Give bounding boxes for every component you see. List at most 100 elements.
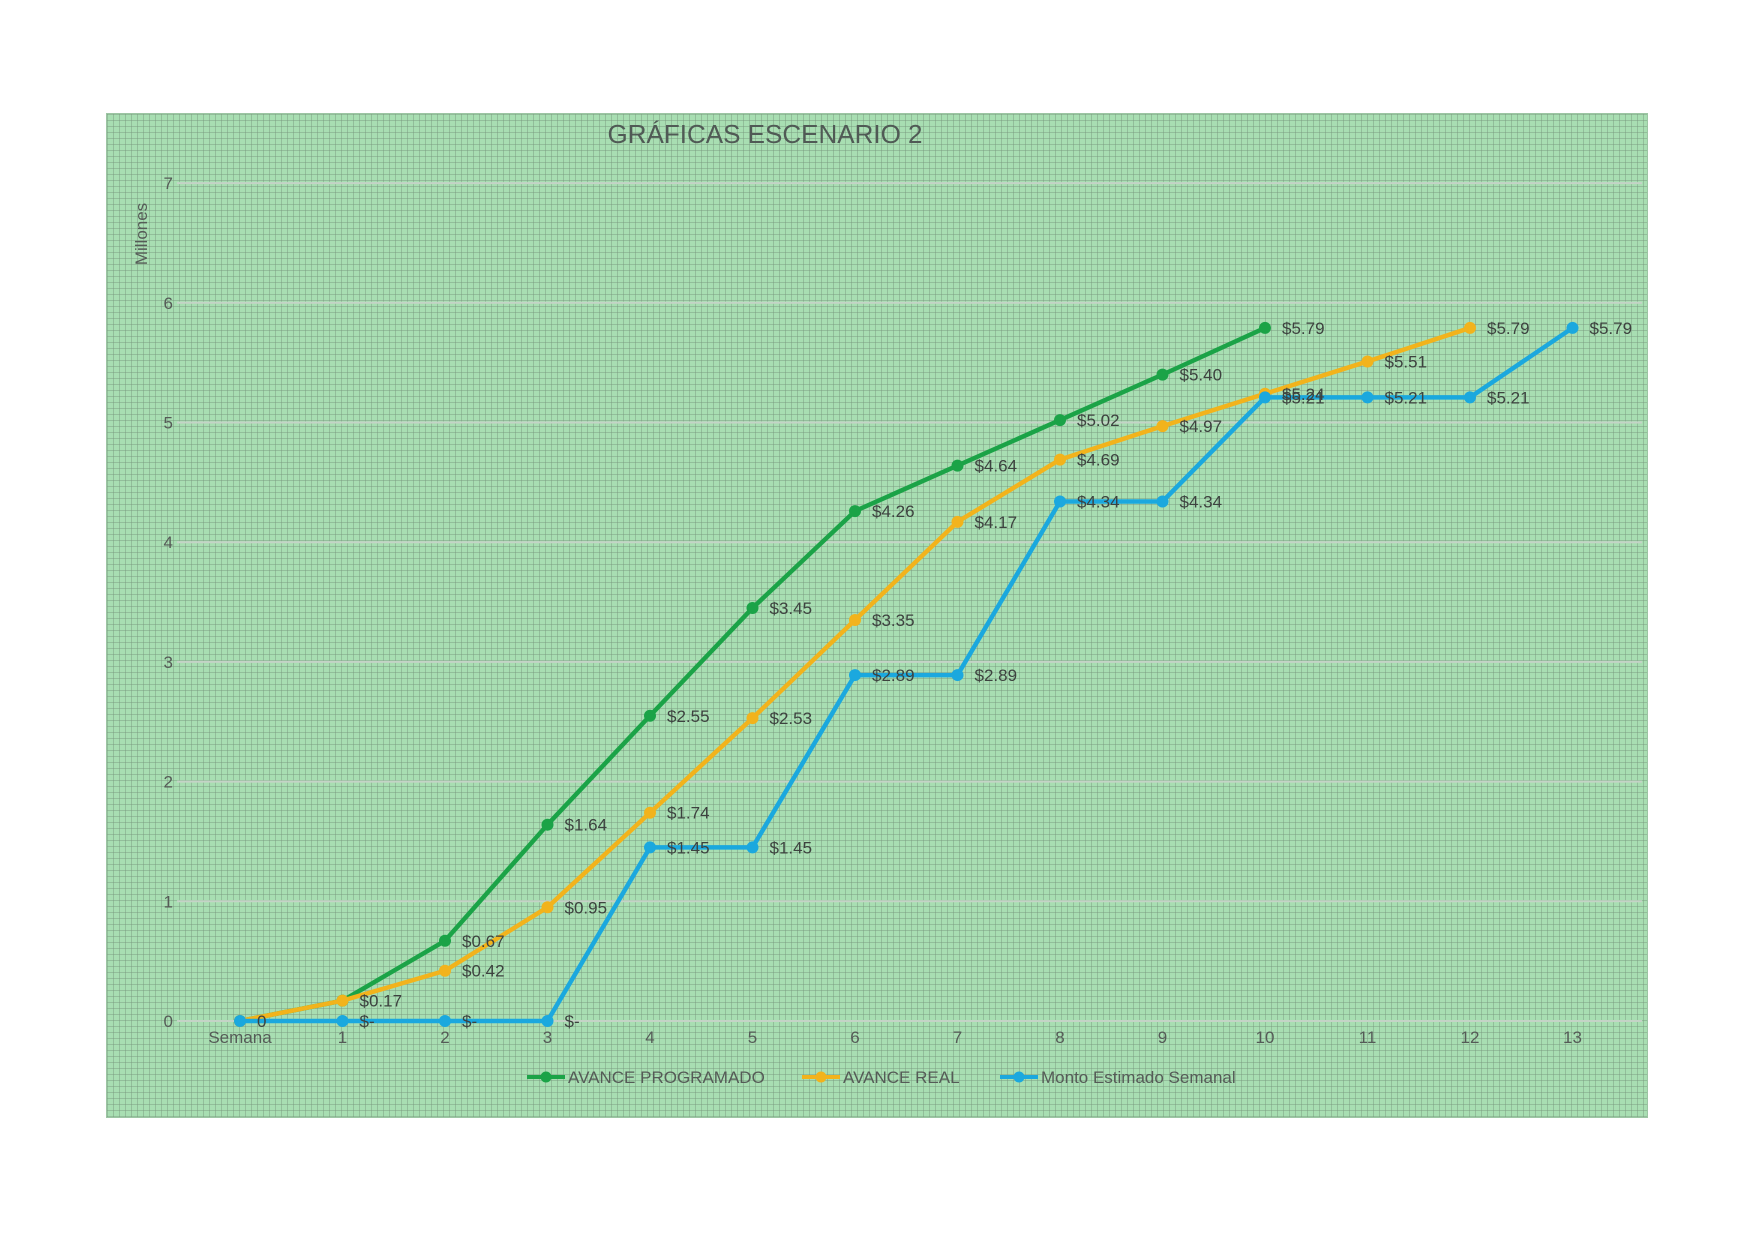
data-point bbox=[1054, 414, 1066, 427]
data-point bbox=[849, 614, 861, 627]
data-label: $5.21 bbox=[1385, 388, 1428, 407]
data-point bbox=[746, 841, 759, 854]
data-point bbox=[1156, 495, 1169, 508]
data-label: $2.89 bbox=[975, 666, 1018, 685]
data-label: $- bbox=[565, 1012, 580, 1031]
data-point bbox=[1156, 368, 1169, 381]
gridlines bbox=[177, 182, 1642, 1022]
x-tick-label: 3 bbox=[543, 1028, 552, 1047]
x-tick-label: 11 bbox=[1359, 1028, 1377, 1047]
data-label: $5.21 bbox=[1487, 388, 1530, 407]
data-label: 0 bbox=[257, 1012, 266, 1031]
chart-title: GRÁFICAS ESCENARIO 2 bbox=[608, 119, 923, 149]
series-line-2 bbox=[237, 325, 1575, 1024]
data-point bbox=[541, 818, 554, 831]
data-label: $- bbox=[360, 1012, 375, 1031]
data-label: $5.02 bbox=[1077, 411, 1120, 430]
legend-swatch-marker bbox=[540, 1071, 552, 1083]
data-label: $5.79 bbox=[1590, 319, 1633, 338]
series-layer bbox=[234, 321, 1579, 1027]
x-tick-label: 13 bbox=[1563, 1028, 1582, 1047]
data-point bbox=[541, 1015, 554, 1027]
y-tick-label: 6 bbox=[164, 294, 173, 313]
data-label: $0.42 bbox=[462, 962, 505, 981]
x-tick-label: 5 bbox=[748, 1028, 757, 1047]
data-label: $5.24 bbox=[1282, 385, 1325, 404]
x-tick-label: 1 bbox=[338, 1028, 347, 1047]
data-label: $- bbox=[462, 1012, 477, 1031]
data-point bbox=[439, 964, 451, 977]
data-point bbox=[336, 994, 349, 1007]
data-point bbox=[1156, 420, 1169, 433]
data-point bbox=[1464, 391, 1476, 404]
data-point bbox=[849, 505, 861, 518]
data-point bbox=[1361, 391, 1374, 404]
data-point bbox=[951, 669, 964, 682]
x-axis-ticks: Semana 1 2 3 4 5 6 7 8 9 10 11 12 13 bbox=[208, 1028, 1582, 1047]
legend-label: AVANCE REAL bbox=[843, 1068, 960, 1087]
x-tick-label: 9 bbox=[1158, 1028, 1167, 1047]
legend: AVANCE PROGRAMADO AVANCE REAL Monto Estima… bbox=[527, 1068, 1236, 1087]
data-point bbox=[439, 1015, 451, 1027]
legend-swatch-marker bbox=[815, 1071, 827, 1083]
data-label: $1.64 bbox=[565, 816, 608, 835]
data-label: $4.69 bbox=[1077, 451, 1120, 470]
data-point bbox=[1054, 453, 1066, 466]
data-point bbox=[336, 1015, 349, 1027]
data-label: $4.34 bbox=[1077, 493, 1120, 512]
data-label: $2.55 bbox=[667, 707, 710, 726]
data-label: $0.67 bbox=[462, 932, 505, 951]
x-tick-label: 4 bbox=[645, 1028, 654, 1047]
data-label: $5.40 bbox=[1180, 366, 1223, 385]
data-point bbox=[541, 901, 554, 914]
data-label: $2.89 bbox=[872, 666, 915, 685]
data-label: $5.21 bbox=[1282, 388, 1325, 407]
data-point bbox=[644, 709, 656, 722]
data-label: $4.17 bbox=[975, 513, 1018, 532]
data-point bbox=[1259, 391, 1271, 404]
data-point bbox=[1259, 321, 1271, 334]
data-label: $5.51 bbox=[1385, 352, 1428, 371]
data-point bbox=[1054, 495, 1066, 508]
data-label: $3.35 bbox=[872, 611, 915, 630]
data-point bbox=[644, 806, 656, 819]
legend-label: AVANCE PROGRAMADO bbox=[568, 1068, 765, 1087]
x-tick-label: 10 bbox=[1256, 1028, 1275, 1047]
data-point bbox=[849, 669, 861, 682]
x-tick-label: 2 bbox=[440, 1028, 449, 1047]
data-label: $1.45 bbox=[667, 838, 710, 857]
legend-label: Monto Estimado Semanal bbox=[1041, 1068, 1236, 1087]
legend-swatch-marker bbox=[1013, 1071, 1025, 1083]
data-point bbox=[951, 515, 964, 528]
data-point bbox=[234, 1015, 246, 1027]
data-point bbox=[1361, 355, 1374, 368]
y-tick-label: 1 bbox=[164, 892, 173, 911]
y-tick-label: 5 bbox=[164, 414, 173, 433]
series-line-0 bbox=[237, 325, 1268, 1024]
data-label: $4.26 bbox=[872, 502, 915, 521]
x-tick-label: 8 bbox=[1055, 1028, 1064, 1047]
data-point bbox=[439, 934, 451, 947]
data-label: $0.95 bbox=[565, 898, 608, 917]
data-labels: 0 $0.67 $1.64 $2.55 $3.45 $4.26 $4.64 $5.02 $5.4… bbox=[257, 319, 1632, 1031]
x-tick-label: 6 bbox=[850, 1028, 859, 1047]
y-tick-label: 4 bbox=[164, 533, 173, 552]
data-label: $4.64 bbox=[975, 457, 1018, 476]
data-label: $0.17 bbox=[360, 992, 403, 1011]
data-label: $3.45 bbox=[770, 599, 813, 618]
data-label: $4.97 bbox=[1180, 417, 1223, 436]
y-tick-label: 0 bbox=[164, 1012, 173, 1031]
x-tick-label: 7 bbox=[953, 1028, 962, 1047]
data-label: $4.34 bbox=[1180, 493, 1223, 512]
data-point bbox=[1464, 321, 1476, 334]
x-tick-label: 12 bbox=[1461, 1028, 1480, 1047]
data-point bbox=[746, 602, 759, 615]
y-tick-label: 3 bbox=[164, 653, 173, 672]
data-point bbox=[1566, 321, 1579, 334]
y-axis-label: Millones bbox=[132, 203, 151, 265]
data-label: $2.53 bbox=[770, 709, 813, 728]
data-label: $1.45 bbox=[770, 838, 813, 857]
x-tick-label: Semana bbox=[208, 1028, 272, 1047]
